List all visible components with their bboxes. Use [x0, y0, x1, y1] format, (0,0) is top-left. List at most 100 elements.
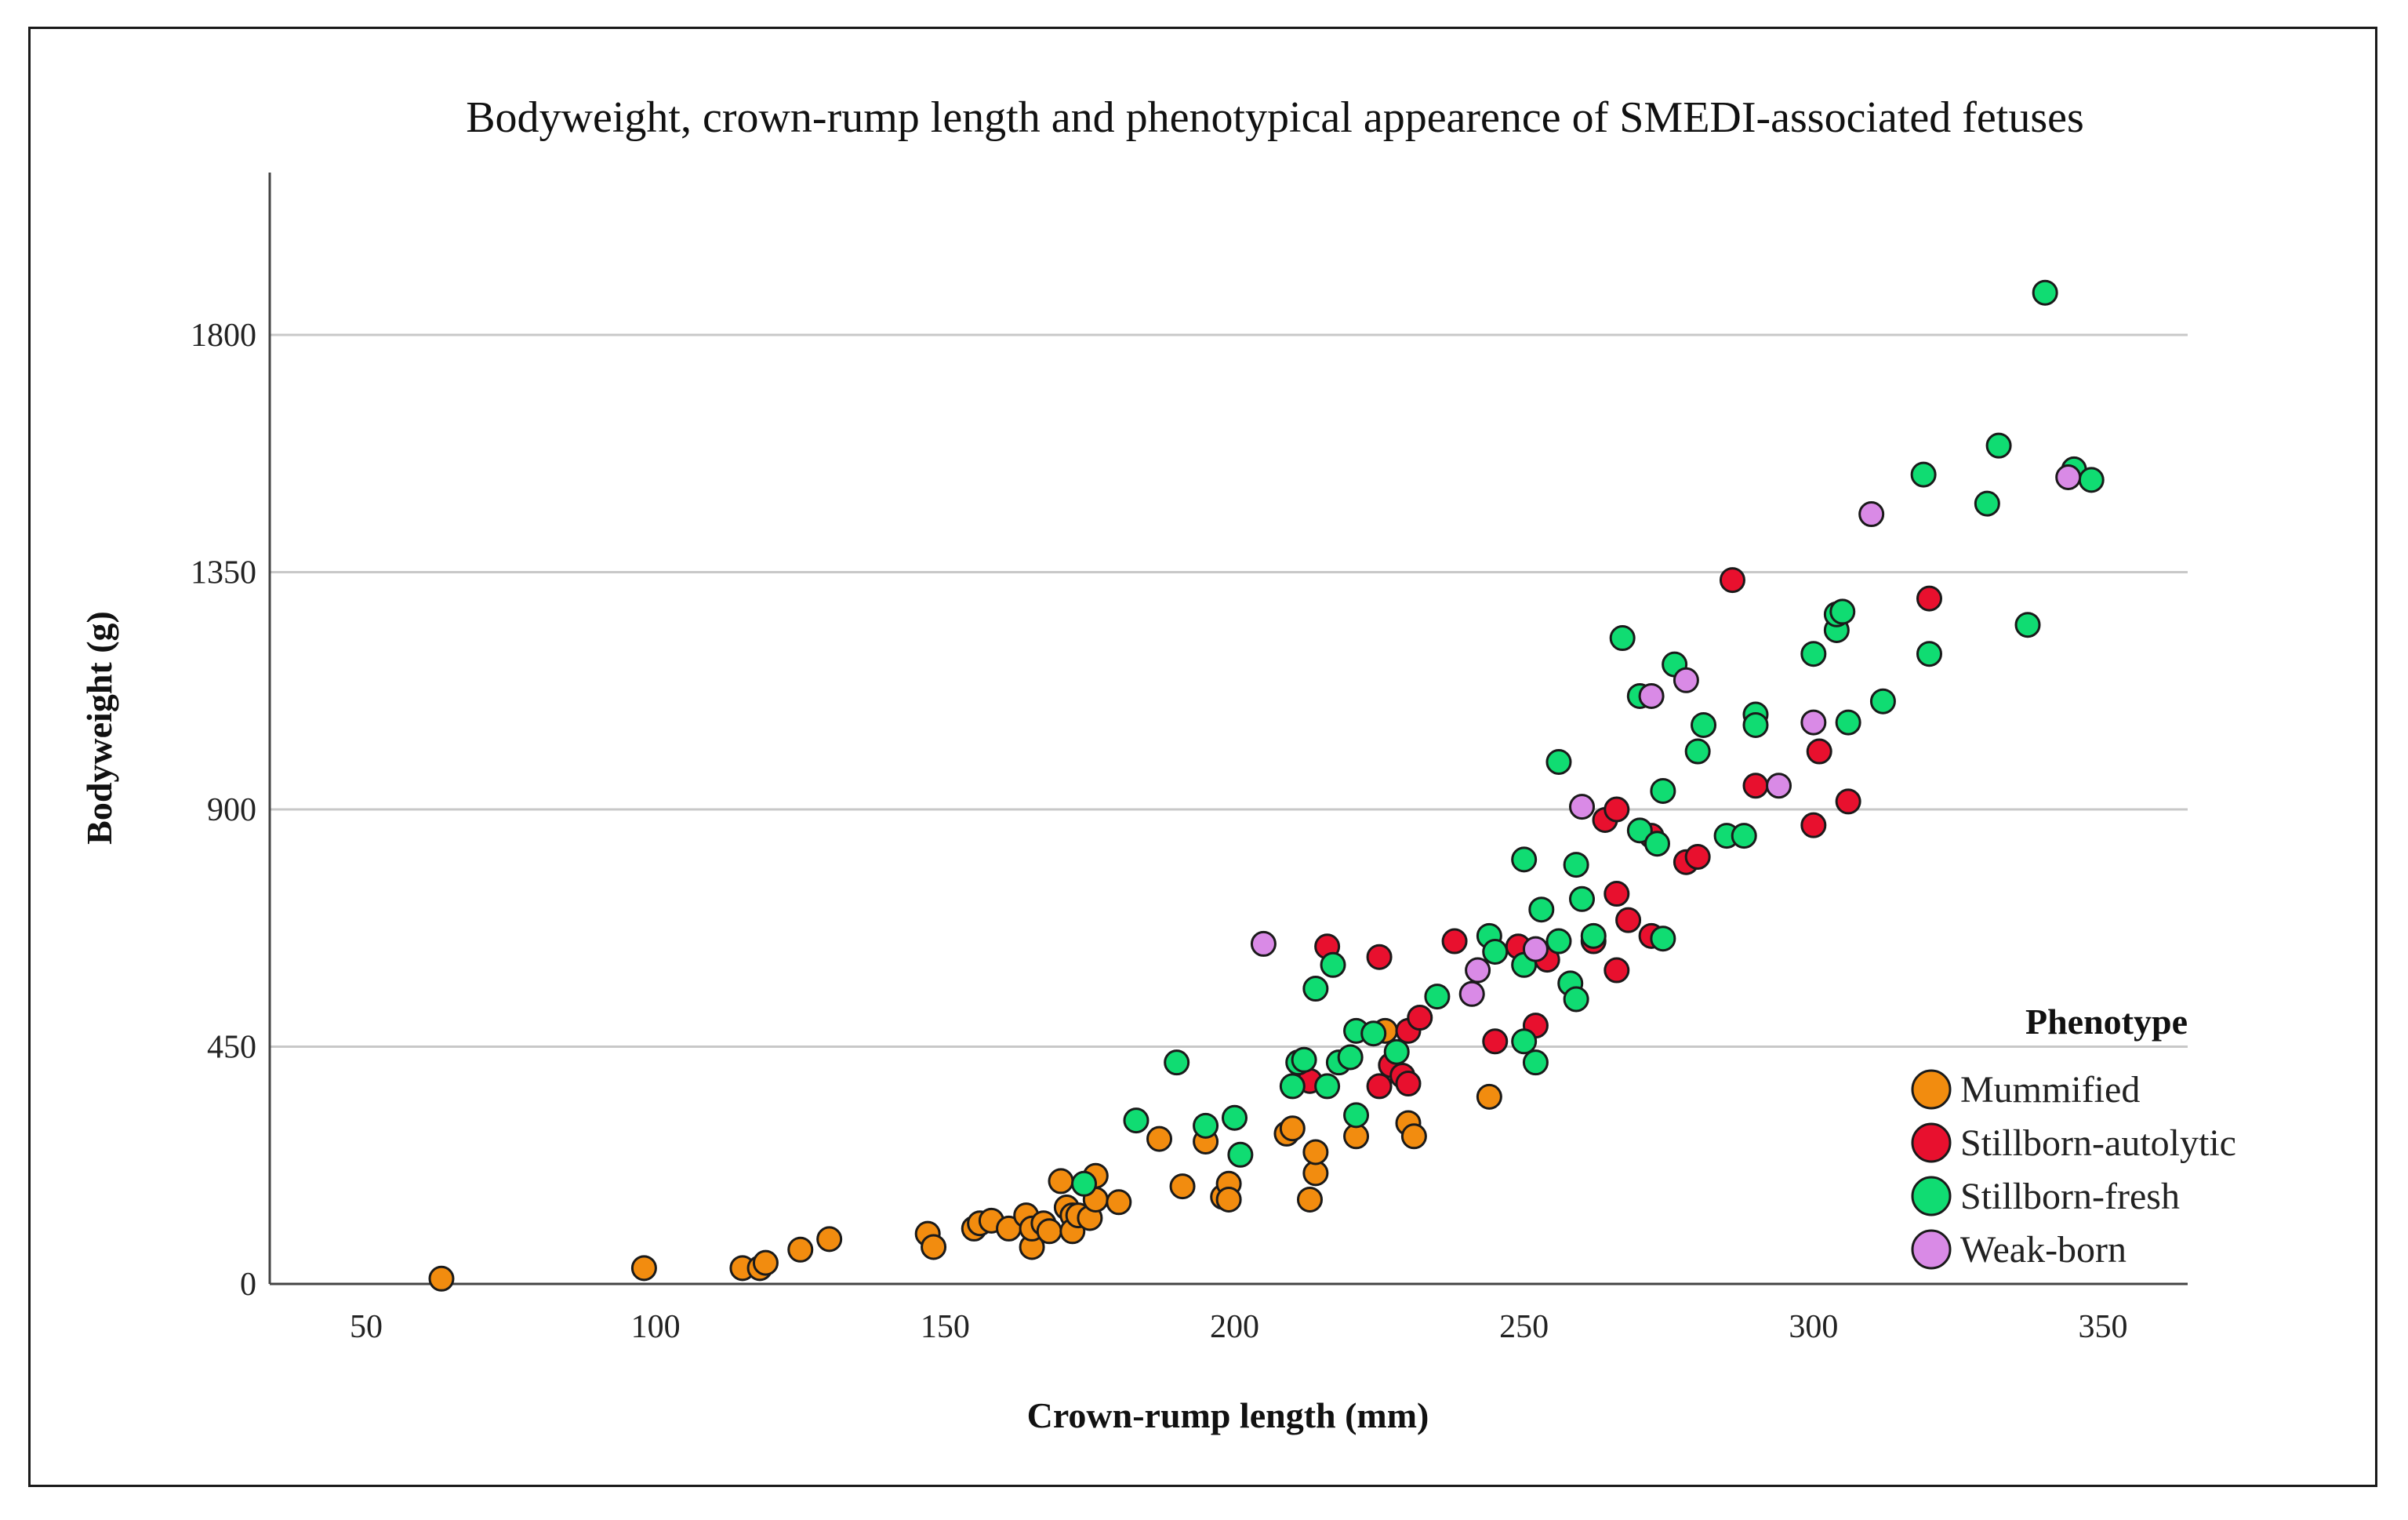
- data-point: [1800, 641, 1827, 667]
- data-point: [1673, 667, 1699, 693]
- data-point: [1458, 980, 1485, 1007]
- data-point: [1511, 846, 1538, 873]
- data-point: [1766, 773, 1792, 799]
- series-mummified: [428, 1017, 1502, 1292]
- legend-marker: [1911, 1122, 1952, 1163]
- data-point: [816, 1226, 843, 1253]
- data-point: [1858, 501, 1885, 528]
- data-point: [1222, 1104, 1248, 1131]
- data-point: [1910, 461, 1937, 488]
- data-point: [1626, 817, 1653, 844]
- data-point: [1604, 881, 1630, 907]
- data-point: [1563, 986, 1589, 1013]
- data-point: [1395, 1071, 1422, 1097]
- data-point: [1615, 907, 1642, 933]
- data-point: [2055, 464, 2082, 490]
- x-tick-label: 150: [921, 1309, 970, 1345]
- y-tick-labels: 0 450 900 1350 1800: [191, 318, 256, 1303]
- data-point: [1123, 1107, 1150, 1134]
- data-point: [1146, 1125, 1173, 1152]
- data-point: [1279, 1115, 1306, 1142]
- legend: Phenotype Mummified Stillborn-autolytic St…: [1911, 1002, 2236, 1271]
- data-point: [1164, 1049, 1190, 1076]
- data-point: [1719, 567, 1745, 594]
- data-point: [1742, 711, 1769, 738]
- data-point: [1974, 490, 2000, 517]
- data-point: [2032, 279, 2058, 306]
- data-point: [1638, 682, 1665, 709]
- data-point: [1106, 1189, 1132, 1216]
- data-point: [1684, 738, 1711, 765]
- legend-marker: [1911, 1176, 1952, 1216]
- data-point: [1609, 625, 1636, 652]
- data-point: [1545, 749, 1572, 775]
- legend-label: Stillborn-autolytic: [1960, 1122, 2236, 1164]
- x-tick-labels: 50 100 150 200 250 300 350: [350, 1309, 2128, 1345]
- data-point: [1643, 831, 1670, 857]
- data-point: [1522, 1049, 1549, 1076]
- data-point: [1424, 984, 1451, 1010]
- chart-title: Bodyweight, crown-rump length and phenot…: [466, 93, 2084, 142]
- data-point: [1522, 936, 1549, 962]
- data-point: [1829, 598, 1856, 625]
- data-point: [1476, 1083, 1502, 1110]
- data-point: [1806, 738, 1832, 765]
- y-axis-label: Bodyweight (g): [79, 611, 119, 845]
- data-point: [1742, 773, 1769, 799]
- data-point: [1400, 1123, 1427, 1150]
- series-stillborn-fresh: [1071, 279, 2105, 1197]
- data-point: [1731, 823, 1757, 849]
- data-point: [1071, 1170, 1098, 1197]
- data-point: [1650, 777, 1676, 804]
- data-point: [1036, 1218, 1062, 1245]
- data-point: [1835, 788, 1861, 815]
- y-tick-label: 1800: [191, 318, 256, 354]
- data-point: [1985, 432, 2012, 459]
- x-tick-label: 350: [2079, 1309, 2128, 1345]
- data-point: [1604, 796, 1630, 823]
- data-point: [1482, 939, 1509, 965]
- data-point: [1563, 852, 1589, 878]
- data-point: [1835, 709, 1861, 736]
- data-point: [1215, 1186, 1242, 1213]
- x-tick-label: 200: [1210, 1309, 1259, 1345]
- legend-title: Phenotype: [2025, 1002, 2188, 1042]
- data-point: [1343, 1102, 1370, 1129]
- data-point: [1569, 885, 1595, 912]
- data-point: [1650, 925, 1676, 952]
- data-point: [1302, 1139, 1329, 1165]
- data-point: [1296, 1186, 1323, 1213]
- data-point: [1383, 1038, 1410, 1065]
- data-points: [428, 279, 2105, 1292]
- chart-frame: [28, 27, 2377, 1487]
- data-point: [1465, 957, 1491, 984]
- data-point: [1169, 1173, 1196, 1200]
- data-point: [1545, 928, 1572, 955]
- data-point: [1366, 1073, 1393, 1100]
- data-point: [1691, 711, 1717, 738]
- data-point: [1800, 709, 1827, 736]
- series-weak-born: [1250, 464, 2082, 1007]
- data-point: [1916, 585, 1942, 612]
- data-point: [1227, 1141, 1254, 1168]
- y-tick-label: 450: [207, 1030, 256, 1066]
- y-tick-label: 1350: [191, 555, 256, 591]
- x-tick-label: 50: [350, 1309, 383, 1345]
- data-point: [1604, 957, 1630, 984]
- data-point: [1684, 844, 1711, 870]
- data-point: [1048, 1168, 1074, 1195]
- data-point: [1482, 1028, 1509, 1055]
- data-point: [2078, 467, 2105, 493]
- data-point: [1528, 896, 1555, 923]
- data-point: [1193, 1112, 1219, 1139]
- data-point: [1314, 1073, 1341, 1100]
- data-point: [921, 1234, 947, 1260]
- data-point: [1511, 1028, 1538, 1055]
- legend-marker: [1911, 1069, 1952, 1110]
- x-tick-label: 300: [1789, 1309, 1838, 1345]
- x-tick-label: 100: [631, 1309, 681, 1345]
- data-point: [1366, 944, 1393, 970]
- data-point: [1441, 928, 1468, 955]
- x-axis-label: Crown-rump length (mm): [1027, 1395, 1429, 1435]
